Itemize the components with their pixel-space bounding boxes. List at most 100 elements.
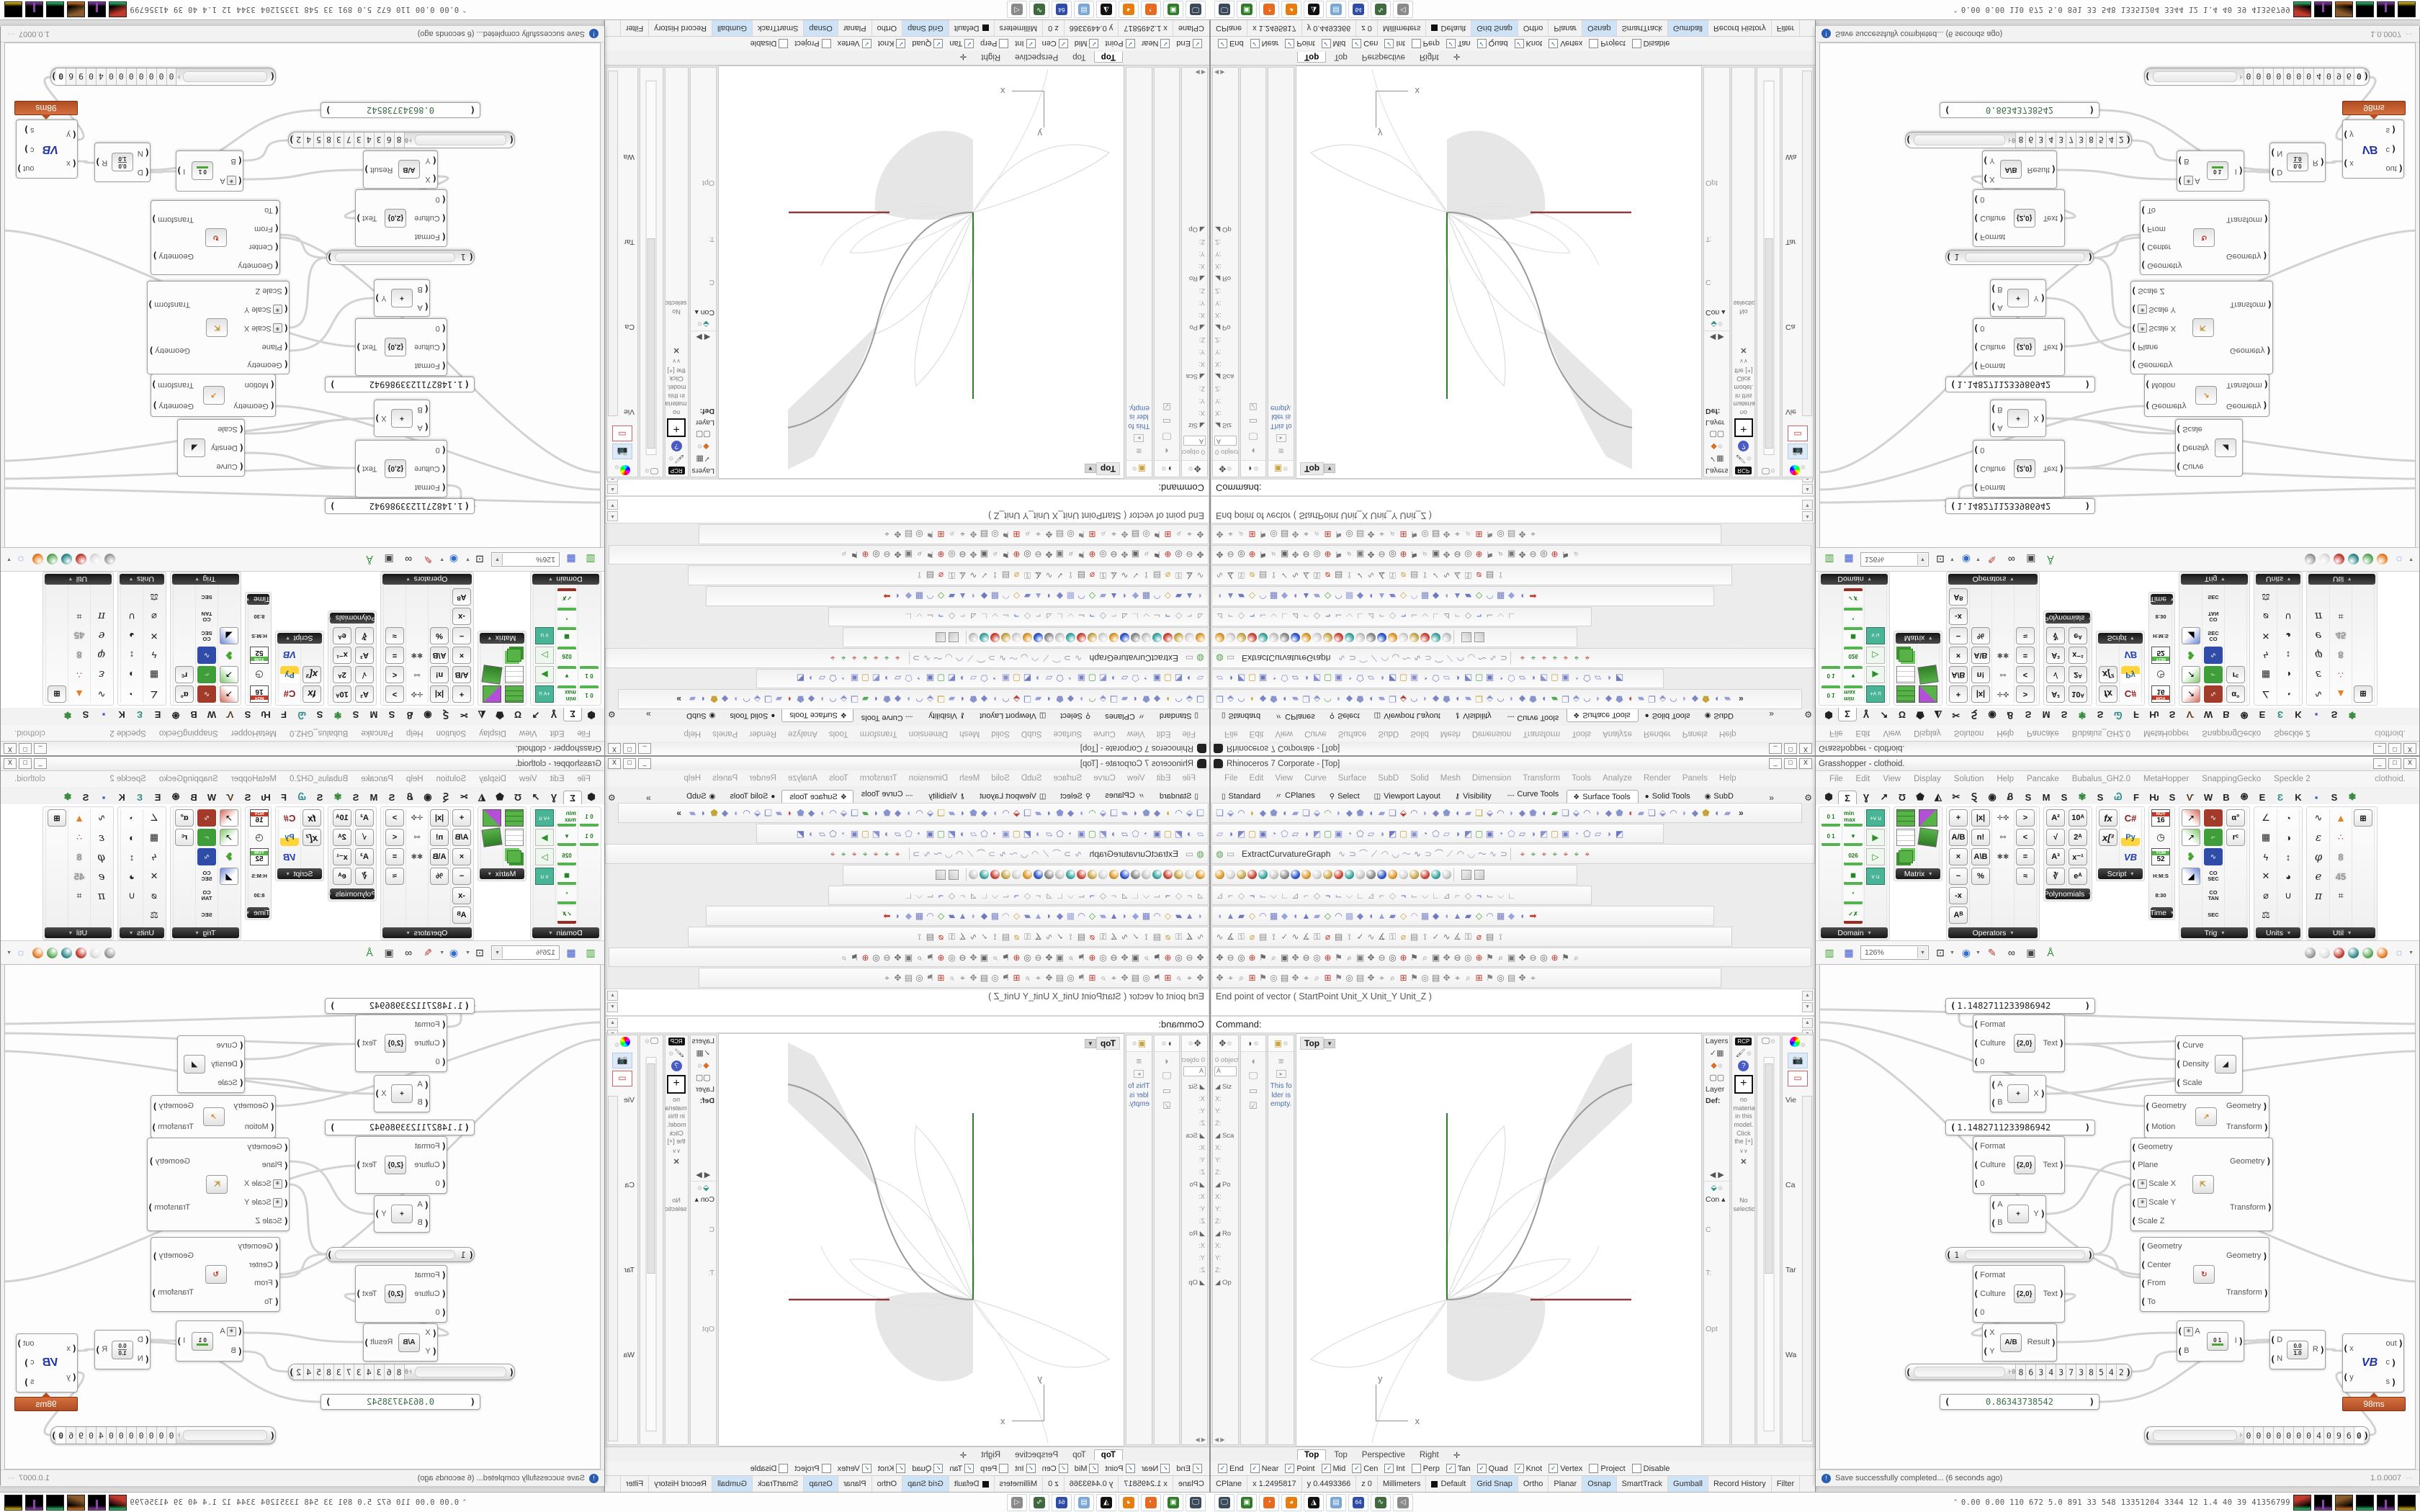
rhino-toolbar-icon[interactable]: ∿ [1443, 931, 1451, 942]
rhino-toolbar-icon[interactable]: ▲ [1377, 590, 1386, 601]
rhino-toolbar-icon[interactable]: ⌖ [895, 849, 900, 860]
frame-icon[interactable]: ▭ [1788, 1071, 1808, 1086]
gh-ribbon-group-label[interactable]: Units ▾ [120, 574, 164, 585]
gh-component-number-slider[interactable]: (⊦0 8 6 3 4 3 7 3 8 5 4 2) [288, 132, 515, 148]
rhino-tab-subd[interactable]: ◉ SubD [1698, 789, 1742, 803]
gh-ribbon-icon[interactable]: +v u [1866, 685, 1885, 703]
gh-port[interactable]: (Motion [2145, 380, 2187, 390]
stereo-icon[interactable]: ∞ [405, 554, 413, 565]
rhino-toolbar-icon[interactable]: ◗ [992, 807, 998, 818]
gh-ribbon-group-label[interactable]: Trig ▾ [172, 574, 239, 585]
gh-ribbon-icon[interactable]: ▷ [535, 848, 554, 865]
rhino-menu-item[interactable]: Tools [828, 729, 848, 738]
gh-component-fmt[interactable]: (Format(Culture(0 {2,0} Text) [1973, 1265, 2065, 1323]
viewport-tab-top[interactable]: Top [1072, 1450, 1086, 1459]
clamp-icon[interactable]: ⬙⚙ [690, 1181, 716, 1194]
gh-ribbon-icon[interactable] [483, 685, 501, 703]
properties-panel-header[interactable]: ✥ ⚙ [1213, 1035, 1238, 1052]
viewport-tab-top[interactable]: Top [1093, 1449, 1123, 1460]
rhino-toolbar-icon[interactable]: ◠ [1410, 807, 1418, 818]
viewport-tab-perspective[interactable]: Perspective [1015, 53, 1059, 62]
gh-component-vb[interactable]: (x(y VB out) c) s) [16, 1333, 78, 1392]
rhino-toolbar-icon[interactable]: ▰ [689, 807, 696, 818]
notepad-icon[interactable]: ▤ [1326, 1, 1346, 19]
gh-ribbon-icon[interactable]: ϟ [2263, 649, 2269, 661]
rhino-toolbar-icon[interactable]: ▤ [1431, 973, 1440, 984]
rhino-toolbar-icon[interactable]: ❏ [1110, 807, 1118, 818]
gh-menu-item[interactable]: SnappingGecko [2202, 729, 2262, 737]
rhino-tab-viewport-layout[interactable]: ◫ Viewport Layout [972, 789, 1052, 803]
rhino-toolbar-icon[interactable]: ⌐ [1111, 890, 1117, 901]
gh-ribbon-icon[interactable]: v u [1866, 868, 1885, 885]
gh-ribbon-icon[interactable]: ∴ [2338, 670, 2344, 680]
rhino-toolbar-icon[interactable]: ⌕ [992, 549, 998, 560]
gh-category-tab-6[interactable]: ◭ [478, 791, 485, 802]
osnap-int[interactable]: ✓ Int [1015, 1464, 1036, 1473]
maximize-button[interactable]: □ [19, 743, 32, 754]
rhino-toolbar-icon[interactable]: ◔ [1422, 673, 1428, 684]
gh-ribbon-icon[interactable]: ◑ [129, 832, 135, 843]
rhino-toolbar-icon[interactable]: ⌕ [1101, 528, 1106, 539]
gh-ribbon-icon[interactable]: ⌀ [2263, 611, 2269, 622]
gh-port[interactable]: (Plane [2131, 341, 2176, 351]
checkbox-icon[interactable]: ✓ [1089, 39, 1099, 48]
gh-port[interactable]: Text) [2043, 1161, 2064, 1169]
gh-port[interactable]: s) [2385, 125, 2403, 135]
gh-ribbon-icon[interactable]: ∛ [355, 868, 374, 885]
rhino-toolbar-icon[interactable]: ⌀ [1400, 931, 1407, 942]
gh-menu-item[interactable]: File [577, 729, 591, 737]
rhino-toolbar-icon[interactable]: ▰ [1121, 807, 1129, 818]
rhino-toolbar-icon[interactable]: ◇ [1237, 611, 1245, 622]
rhino-toolbar-icon[interactable] [949, 632, 959, 643]
gh-category-tab-4[interactable]: Ʊ [514, 709, 522, 720]
rhino-toolbar-icon[interactable]: ▤ [904, 528, 913, 539]
rhino-toolbar-icon[interactable] [1247, 870, 1257, 880]
slider-track[interactable] [335, 252, 455, 263]
toolbar-button-extractcurvaturegraph[interactable]: ExtractCurvatureGraph [1242, 652, 1331, 663]
rhino-toolbar-icon[interactable]: ▱ [1045, 673, 1053, 684]
gh-ribbon-group-label[interactable]: Util ▾ [2308, 574, 2375, 585]
checkbox-icon[interactable]: ✓ [1089, 1464, 1099, 1473]
viewport-label[interactable]: Top ▼ [1084, 1037, 1120, 1050]
gh-port[interactable]: (Curve [211, 1040, 244, 1050]
status-millimeters[interactable]: Millimeters [1378, 1476, 1427, 1492]
gh-ribbon-icon[interactable]: ε [98, 831, 105, 844]
gh-ribbon-icon[interactable]: ▼ [557, 829, 576, 846]
rhino-toolbar-icon[interactable] [1323, 632, 1332, 642]
gumball-icon[interactable]: Å [366, 554, 373, 565]
rhino-toolbar-icon[interactable]: ⌕ [1101, 973, 1106, 984]
gh-ribbon-icon[interactable]: ✛✜ [411, 814, 424, 822]
rhino-menu-item[interactable]: Transform [1523, 774, 1561, 783]
chevron-down-icon[interactable]: ▼ [439, 557, 445, 562]
rhino-toolbar-icon[interactable]: ▦ [1066, 911, 1075, 922]
rhino-toolbar-icon[interactable] [1366, 632, 1376, 642]
viewport-label-text[interactable]: Top [1095, 1037, 1120, 1050]
name-input[interactable]: A [1183, 436, 1206, 446]
gh-category-tab-8[interactable]: Ȿ [442, 710, 449, 721]
status-z-0[interactable]: z 0 [1042, 1476, 1064, 1492]
gh-port[interactable]: (Motion [233, 380, 275, 390]
gh-ribbon-icon[interactable]: = [385, 848, 404, 865]
rhino-toolbar-icon[interactable]: ⊖ [959, 549, 967, 560]
rhino-toolbar-icon[interactable]: ⚿ [1389, 931, 1397, 942]
rhino-toolbar-icon[interactable]: ✥ [1291, 528, 1299, 539]
gh-ribbon-icon[interactable] [507, 850, 521, 863]
rhino-toolbar-icon[interactable]: ⌕ [1068, 952, 1073, 963]
gh-category-tab-19[interactable]: S [244, 792, 251, 803]
gh-component-number-slider[interactable]: (⊦0 8 6 3 4 3 7 3 8 5 4 2) [1905, 1364, 2132, 1380]
rhino-toolbar-icon[interactable]: ∟ [1355, 890, 1365, 901]
panel-pager[interactable]: ◀ ▶ [1709, 1171, 1724, 1179]
rhino-toolbar-icon[interactable]: ⌕ [1176, 973, 1181, 984]
rhino-toolbar-icon[interactable]: ▣ [1055, 549, 1065, 560]
rhino-toolbar-icon[interactable]: ⊕ [1013, 952, 1021, 963]
open-file-icon[interactable]: ▥ [586, 946, 596, 958]
osnap-end[interactable]: ✓ End [1176, 39, 1202, 48]
rhino-toolbar-icon[interactable]: ⌵ [1270, 611, 1278, 622]
rhino-toolbar-icon[interactable]: ⬙ [1486, 807, 1494, 818]
layer-tools-icons[interactable]: ✓▦ [696, 454, 711, 463]
checkbox-icon[interactable]: ✓ [1384, 39, 1394, 48]
rhino-toolbar-icon[interactable]: ⚿ [1099, 570, 1107, 581]
rhino-toolbar-icon[interactable]: ▢ [1088, 673, 1097, 684]
gh-ribbon-icon[interactable]: √ [2046, 829, 2065, 846]
rhino-toolbar-icon[interactable]: ◠ [1002, 807, 1010, 818]
